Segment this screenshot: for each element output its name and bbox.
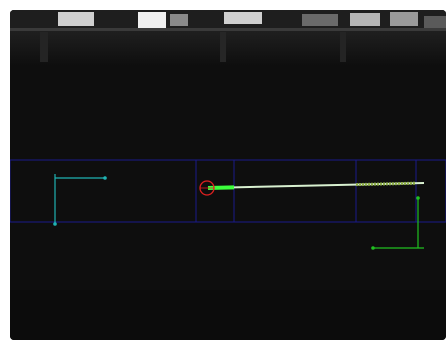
image-shadow — [10, 290, 446, 340]
camera-frame — [10, 10, 446, 340]
target-circle-icon[interactable] — [199, 180, 215, 196]
inspection-viewport[interactable] — [10, 10, 446, 340]
inspection-canvas — [10, 10, 446, 340]
roi-band — [10, 159, 446, 223]
datum-marks-left[interactable] — [53, 174, 107, 226]
top-part — [10, 10, 446, 66]
end-bracket-right[interactable] — [371, 196, 424, 250]
